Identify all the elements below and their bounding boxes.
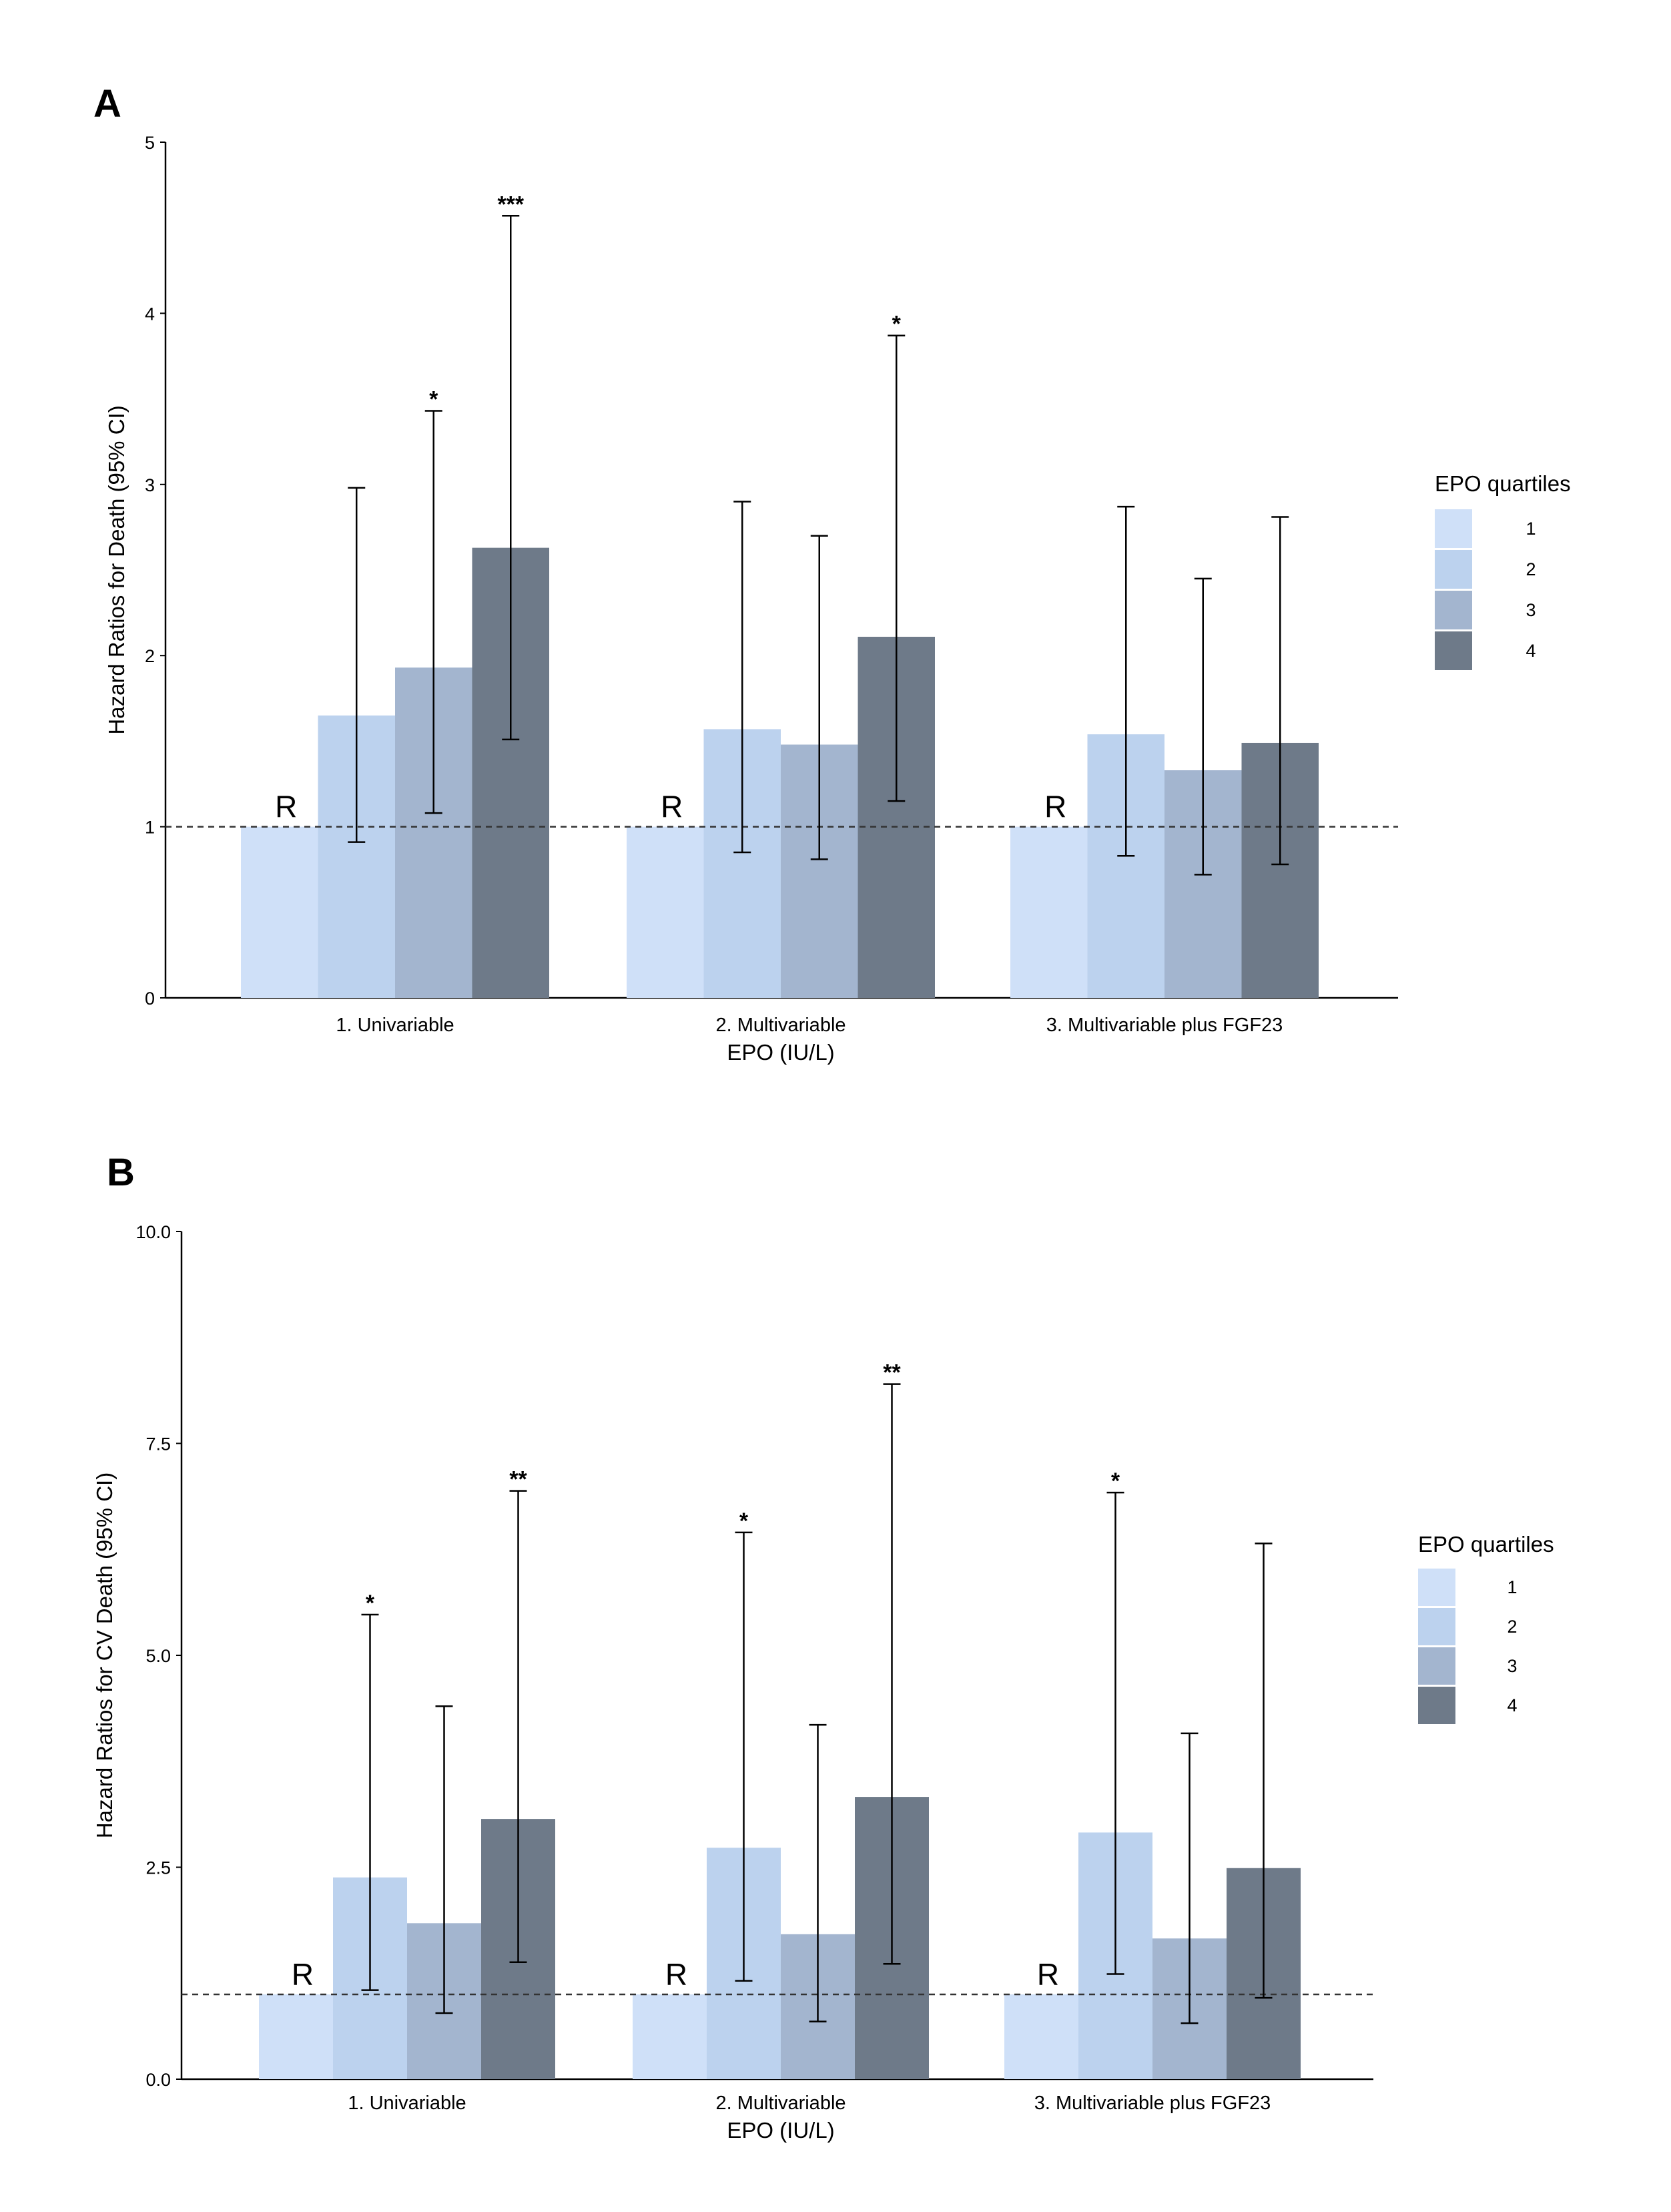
x-category-label: 3. Multivariable plus FGF23	[1034, 2093, 1271, 2114]
y-tick-label: 2	[145, 646, 155, 666]
error-bar-q4-1	[502, 215, 520, 741]
bar-q1-3	[1004, 1994, 1078, 2079]
y-tick-label: 7.5	[145, 1434, 171, 1454]
error-bar-q3-2	[810, 535, 828, 860]
legend-label-q1: 1	[1507, 1577, 1517, 1597]
reference-marker: R	[661, 790, 683, 824]
significance-marker: **	[883, 1360, 901, 1386]
panel-letter: B	[107, 1151, 135, 1194]
error-bar-q4-1	[509, 1490, 527, 1963]
error-bar-q4-2	[883, 1383, 901, 1965]
y-tick-label: 3	[145, 475, 155, 495]
legend-label-q2: 2	[1526, 559, 1536, 579]
error-bar-q3-3	[1181, 1732, 1199, 2024]
y-tick-label: 5.0	[145, 1646, 171, 1666]
bar-q1-2	[627, 826, 704, 998]
y-axis-label: Hazard Ratios for CV Death (95% CI)	[92, 1472, 117, 1838]
x-category-label: 3. Multivariable plus FGF23	[1046, 1015, 1283, 1036]
error-bar-q3-1	[435, 1705, 453, 2014]
chart-panel-a: A 0 1 2 3 4 5 Hazard Ratios for Death (95% CI) *…	[93, 82, 1571, 1065]
legend-label-q2: 2	[1507, 1617, 1517, 1637]
error-bar-q2-2	[733, 501, 751, 854]
legend-swatch-q3	[1435, 591, 1472, 629]
legend-swatch-q3	[1418, 1647, 1455, 1685]
x-axis-label: EPO (IU/L)	[727, 2118, 834, 2143]
error-bar-q2-2	[735, 1531, 753, 1982]
panel-letter: A	[93, 82, 121, 125]
error-bar-q2-1	[348, 487, 366, 843]
legend-label-q3: 3	[1507, 1656, 1517, 1676]
y-tick-label: 0.0	[145, 2070, 171, 2090]
y-tick-label: 5	[145, 133, 155, 153]
legend-label-q4: 4	[1507, 1695, 1517, 1715]
reference-marker: R	[275, 790, 297, 824]
legend-swatch-q2	[1418, 1608, 1455, 1645]
significance-marker: *	[429, 387, 438, 412]
legend-title: EPO quartiles	[1435, 471, 1571, 496]
significance-marker: *	[739, 1508, 749, 1534]
x-category-label: 1. Univariable	[348, 2093, 466, 2114]
chart-panel-b: B 0.0 2.5 5.0 7.5 10.0 Hazard Ratios for CV De…	[92, 1151, 1554, 2143]
bar-q1-1	[241, 826, 318, 998]
error-bar-q4-2	[888, 334, 906, 802]
legend-swatch-q1	[1435, 509, 1472, 548]
legend-swatch-q1	[1418, 1569, 1455, 1606]
legend: EPO quartiles 1 2 3 4	[1435, 471, 1571, 670]
error-bar-q3-3	[1194, 577, 1212, 876]
reference-marker: R	[1037, 1957, 1059, 1992]
significance-marker: *	[366, 1591, 375, 1616]
y-tick-label: 2.5	[145, 1858, 171, 1878]
y-tick-label: 0	[145, 989, 155, 1009]
legend-title: EPO quartiles	[1418, 1532, 1554, 1557]
y-tick-label: 10.0	[135, 1222, 171, 1242]
legend: EPO quartiles 1 2 3 4	[1418, 1532, 1554, 1724]
legend-label-q4: 4	[1526, 641, 1536, 661]
legend-swatch-q4	[1418, 1687, 1455, 1724]
reference-marker: R	[292, 1957, 314, 1992]
error-bar-q3-2	[809, 1723, 827, 2022]
legend-swatch-q4	[1435, 631, 1472, 670]
error-bar-q2-1	[361, 1613, 379, 1991]
significance-marker: *	[1111, 1468, 1120, 1494]
x-category-label: 2. Multivariable	[715, 1015, 846, 1036]
bar-q1-3	[1010, 826, 1088, 998]
significance-marker: ***	[497, 192, 524, 217]
error-bar-q2-3	[1106, 1491, 1124, 1975]
legend-label-q1: 1	[1526, 519, 1536, 539]
x-category-label: 1. Univariable	[336, 1015, 454, 1036]
legend-swatch-q2	[1435, 550, 1472, 589]
error-bar-q4-3	[1255, 1543, 1273, 1999]
bar-q1-2	[633, 1994, 707, 2079]
error-bar-q2-3	[1117, 505, 1135, 857]
reference-marker: R	[1044, 790, 1066, 824]
x-axis-label: EPO (IU/L)	[727, 1040, 834, 1065]
y-axis-label: Hazard Ratios for Death (95% CI)	[104, 405, 129, 734]
error-bar-q4-3	[1271, 516, 1289, 866]
significance-marker: *	[892, 312, 902, 337]
significance-marker: **	[509, 1467, 527, 1492]
x-category-label: 2. Multivariable	[715, 2093, 846, 2114]
error-bar-q3-1	[424, 410, 442, 814]
y-tick-label: 4	[145, 304, 155, 324]
bar-q1-1	[259, 1994, 333, 2079]
reference-marker: R	[665, 1957, 687, 1992]
legend-label-q3: 3	[1526, 600, 1536, 620]
y-tick-label: 1	[145, 818, 155, 838]
